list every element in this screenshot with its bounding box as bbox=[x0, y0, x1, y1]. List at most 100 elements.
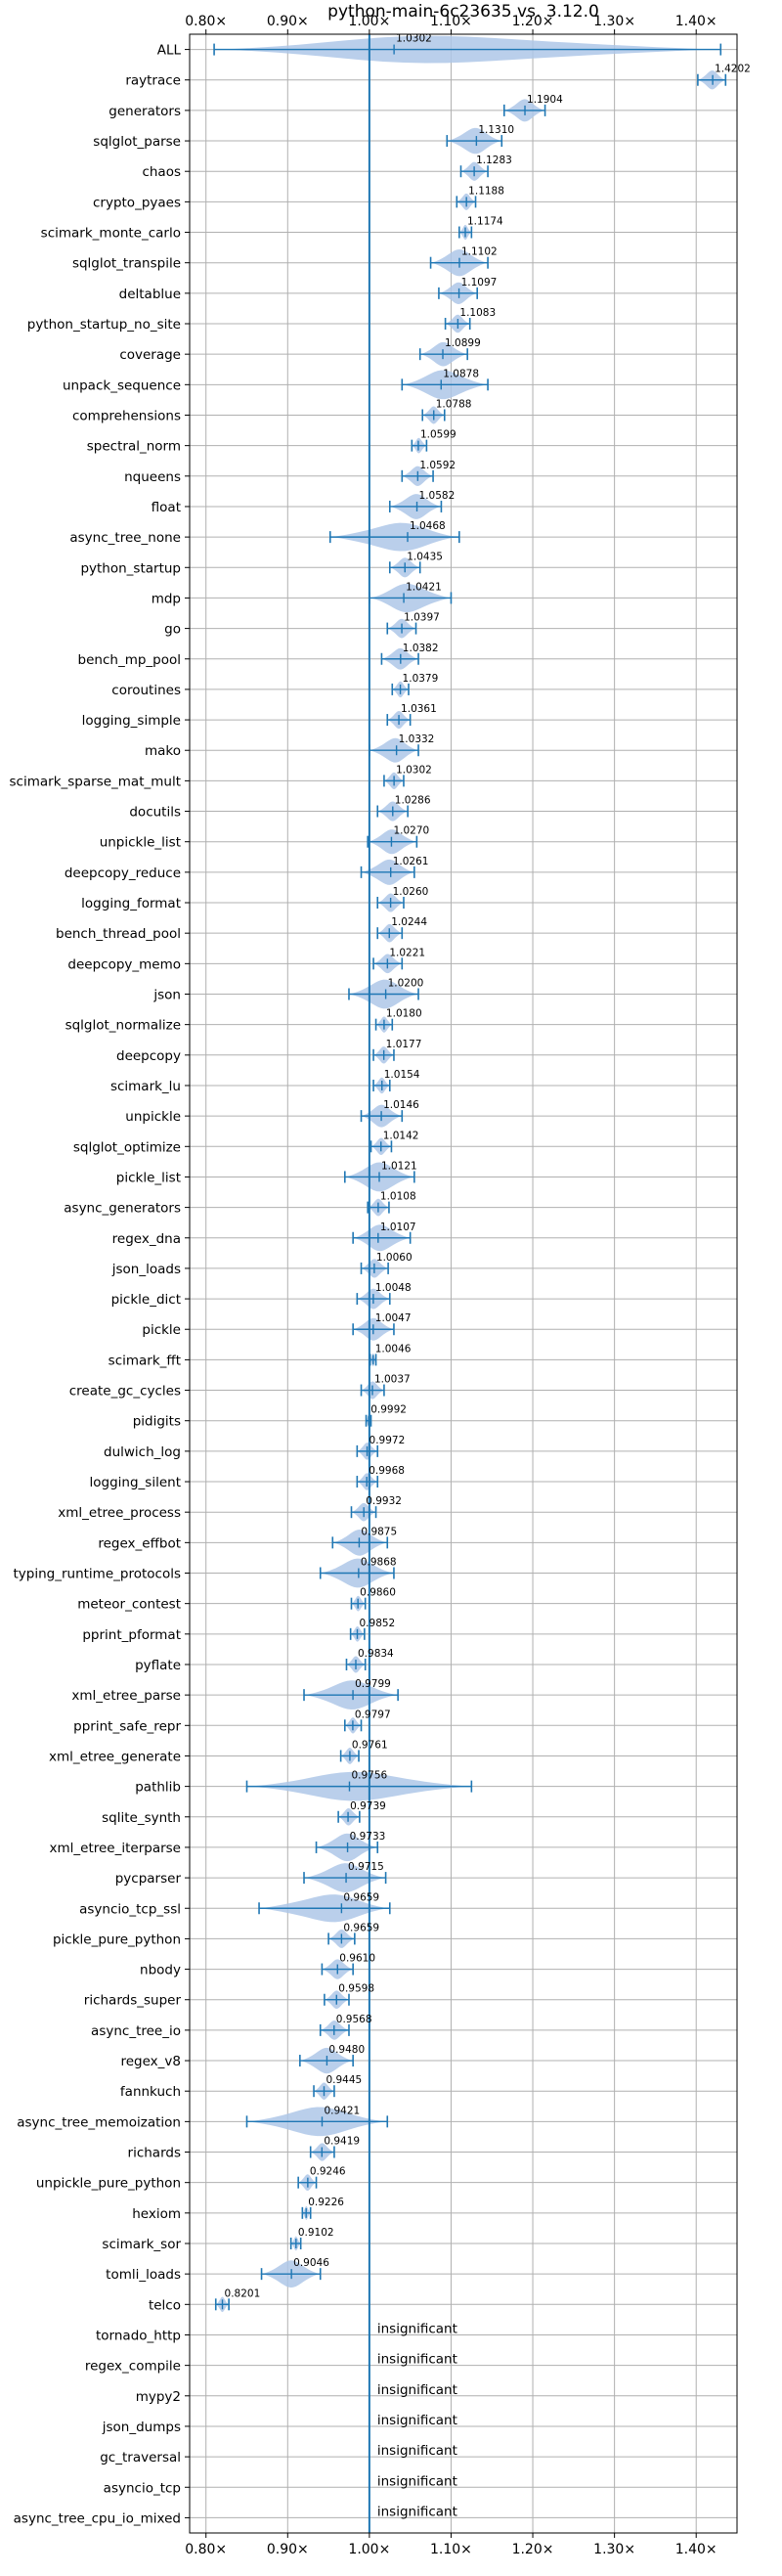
value-label-docutils: 1.0286 bbox=[395, 795, 431, 807]
value-label-pickle: 1.0047 bbox=[375, 1312, 412, 1324]
benchmark-label-spectral_norm: spectral_norm bbox=[87, 439, 181, 455]
value-label-regex_dna: 1.0107 bbox=[380, 1221, 416, 1233]
value-label-comprehensions: 1.0788 bbox=[436, 398, 472, 410]
value-label-bench_mp_pool: 1.0382 bbox=[403, 643, 439, 654]
value-label-pycparser: 0.9715 bbox=[348, 1861, 384, 1873]
value-label-unpickle_list: 1.0270 bbox=[393, 825, 429, 837]
x-tick-label-bottom: 1.20× bbox=[512, 2542, 554, 2557]
benchmark-label-python_startup: python_startup bbox=[80, 560, 181, 576]
benchmark-label-pickle: pickle bbox=[142, 1322, 181, 1338]
benchmark-label-generators: generators bbox=[109, 104, 181, 119]
benchmark-label-ALL: ALL bbox=[157, 43, 182, 59]
value-label-deepcopy: 1.0177 bbox=[386, 1039, 422, 1050]
benchmark-label-crypto_pyaes: crypto_pyaes bbox=[93, 195, 181, 210]
value-label-dulwich_log: 0.9972 bbox=[369, 1435, 406, 1446]
benchmark-label-xml_etree_iterparse: xml_etree_iterparse bbox=[50, 1841, 182, 1856]
benchmark-label-regex_effbot: regex_effbot bbox=[98, 1535, 181, 1551]
x-tick-label-bottom: 0.80× bbox=[185, 2542, 227, 2557]
value-label-unpack_sequence: 1.0878 bbox=[443, 368, 479, 379]
benchmark-label-regex_compile: regex_compile bbox=[85, 2359, 181, 2375]
benchmark-label-telco: telco bbox=[149, 2297, 181, 2313]
value-label-scimark_sor: 0.9102 bbox=[298, 2227, 334, 2239]
benchmark-label-sqlglot_normalize: sqlglot_normalize bbox=[65, 1018, 181, 1034]
value-label-fannkuch: 0.9445 bbox=[326, 2074, 362, 2086]
value-label-deltablue: 1.1097 bbox=[461, 277, 498, 289]
benchmark-label-coverage: coverage bbox=[119, 347, 181, 363]
insignificant-label-json_dumps: insignificant bbox=[377, 2413, 457, 2428]
benchmark-label-json_loads: json_loads bbox=[111, 1262, 181, 1277]
value-label-pickle_dict: 1.0048 bbox=[375, 1282, 412, 1294]
value-label-go: 1.0397 bbox=[404, 612, 440, 624]
benchmark-label-sqlglot_parse: sqlglot_parse bbox=[93, 134, 181, 150]
value-label-pprint_safe_repr: 0.9797 bbox=[355, 1709, 391, 1720]
benchmark-label-chaos: chaos bbox=[142, 164, 181, 180]
benchmark-label-nqueens: nqueens bbox=[124, 469, 181, 485]
value-label-mdp: 1.0421 bbox=[406, 581, 442, 593]
benchmark-label-fannkuch: fannkuch bbox=[120, 2084, 181, 2100]
benchmark-label-coroutines: coroutines bbox=[111, 683, 181, 698]
insignificant-label-mypy2: insignificant bbox=[377, 2382, 457, 2398]
value-label-xml_etree_parse: 0.9799 bbox=[355, 1678, 391, 1690]
value-label-async_tree_memoization: 0.9421 bbox=[324, 2105, 360, 2116]
benchmark-label-richards_super: richards_super bbox=[84, 1993, 182, 2009]
value-label-logging_format: 1.0260 bbox=[393, 886, 429, 898]
benchmark-label-create_gc_cycles: create_gc_cycles bbox=[69, 1384, 181, 1399]
benchmark-label-logging_format: logging_format bbox=[81, 896, 181, 911]
value-label-async_generators: 1.0108 bbox=[380, 1191, 416, 1203]
benchmark-label-async_tree_memoization: async_tree_memoization bbox=[17, 2114, 181, 2130]
benchmark-label-mdp: mdp bbox=[152, 591, 181, 606]
benchmark-label-comprehensions: comprehensions bbox=[72, 408, 181, 423]
benchmark-label-scimark_fft: scimark_fft bbox=[109, 1353, 181, 1368]
value-label-sqlglot_optimize: 1.0142 bbox=[383, 1130, 419, 1141]
benchmark-label-scimark_lu: scimark_lu bbox=[110, 1079, 181, 1094]
benchmark-label-tornado_http: tornado_http bbox=[96, 2328, 181, 2343]
value-label-logging_simple: 1.0361 bbox=[401, 703, 437, 715]
value-label-nqueens: 1.0592 bbox=[419, 460, 456, 471]
benchmark-label-async_tree_io: async_tree_io bbox=[91, 2023, 181, 2039]
value-label-json_loads: 1.0060 bbox=[376, 1252, 413, 1264]
benchmark-label-deepcopy_memo: deepcopy_memo bbox=[67, 956, 181, 972]
benchmark-label-bench_thread_pool: bench_thread_pool bbox=[56, 926, 181, 942]
benchmark-label-nbody: nbody bbox=[140, 1963, 181, 1978]
benchmark-label-pprint_pformat: pprint_pformat bbox=[82, 1627, 181, 1643]
benchmark-label-go: go bbox=[164, 622, 181, 638]
benchmark-label-async_tree_cpu_io_mixed: async_tree_cpu_io_mixed bbox=[14, 2510, 181, 2526]
value-label-telco: 0.8201 bbox=[225, 2287, 261, 2299]
chart-title: python-main-6c23635 vs. 3.12.0 bbox=[327, 2, 599, 22]
benchmark-label-json_dumps: json_dumps bbox=[102, 2420, 181, 2435]
value-label-sqlglot_parse: 1.1310 bbox=[478, 124, 514, 136]
benchmark-label-pycparser: pycparser bbox=[115, 1871, 182, 1887]
value-label-create_gc_cycles: 1.0037 bbox=[374, 1374, 411, 1386]
value-label-tomli_loads: 0.9046 bbox=[293, 2257, 329, 2269]
value-label-richards_super: 0.9598 bbox=[338, 1983, 374, 1995]
value-label-pickle_pure_python: 0.9659 bbox=[343, 1922, 379, 1933]
value-label-raytrace: 1.4202 bbox=[715, 64, 751, 75]
benchmark-label-meteor_contest: meteor_contest bbox=[77, 1597, 181, 1613]
x-tick-label-bottom: 0.90× bbox=[267, 2542, 309, 2557]
benchmark-label-scimark_sor: scimark_sor bbox=[102, 2237, 181, 2252]
insignificant-label-gc_traversal: insignificant bbox=[377, 2443, 457, 2459]
benchmark-label-mako: mako bbox=[145, 743, 181, 759]
benchmark-label-deltablue: deltablue bbox=[119, 287, 181, 302]
benchmark-label-docutils: docutils bbox=[129, 805, 181, 821]
benchmark-label-mypy2: mypy2 bbox=[136, 2389, 181, 2405]
value-label-python_startup: 1.0435 bbox=[407, 551, 443, 562]
benchmark-label-json: json bbox=[152, 987, 181, 1002]
value-label-asyncio_tcp_ssl: 0.9659 bbox=[343, 1891, 379, 1903]
benchmark-label-tomli_loads: tomli_loads bbox=[106, 2267, 181, 2283]
benchmark-label-float: float bbox=[152, 500, 181, 515]
insignificant-label-tornado_http: insignificant bbox=[377, 2321, 457, 2336]
benchmark-label-pickle_list: pickle_list bbox=[116, 1170, 181, 1185]
benchmark-label-xml_etree_parse: xml_etree_parse bbox=[71, 1688, 181, 1704]
value-label-coverage: 1.0899 bbox=[445, 337, 481, 349]
value-label-typing_runtime_protocols: 0.9868 bbox=[361, 1557, 397, 1569]
value-label-regex_effbot: 0.9875 bbox=[361, 1526, 397, 1537]
value-label-regex_v8: 0.9480 bbox=[328, 2044, 365, 2056]
benchmark-label-xml_etree_generate: xml_etree_generate bbox=[49, 1749, 181, 1764]
value-label-crypto_pyaes: 1.1188 bbox=[468, 185, 504, 197]
benchmark-label-unpickle_list: unpickle_list bbox=[100, 835, 181, 851]
x-tick-label-top: 1.10× bbox=[430, 14, 472, 29]
insignificant-label-regex_compile: insignificant bbox=[377, 2352, 457, 2368]
value-label-scimark_fft: 1.0046 bbox=[375, 1343, 412, 1355]
